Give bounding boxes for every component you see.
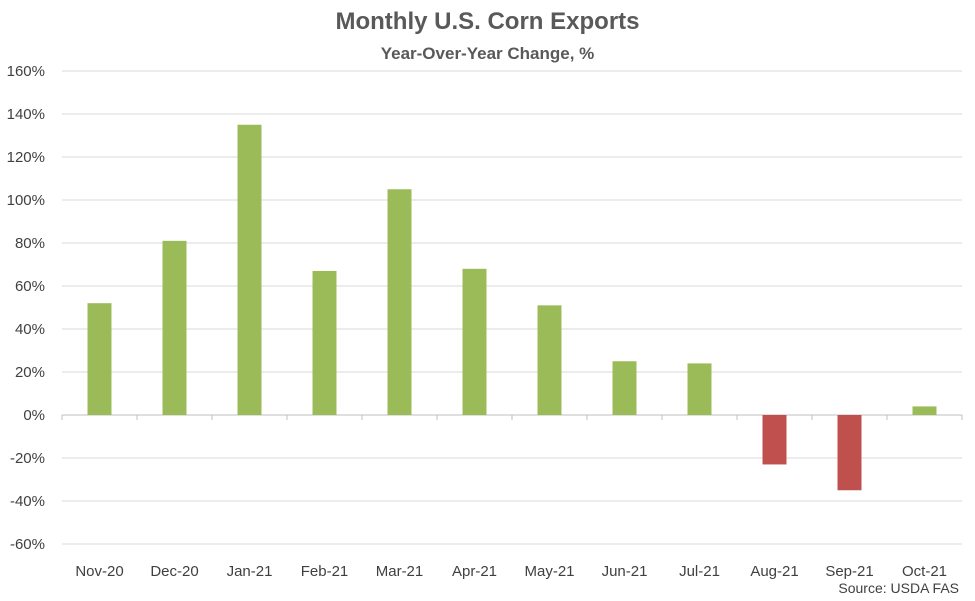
y-tick-label: 60% xyxy=(15,278,45,295)
x-tick-label: Jul-21 xyxy=(679,563,720,580)
y-tick-label: 160% xyxy=(7,63,45,80)
x-tick-label: Sep-21 xyxy=(825,563,873,580)
x-tick-label: Feb-21 xyxy=(301,563,349,580)
y-tick-label: 120% xyxy=(7,149,45,166)
x-tick-label: May-21 xyxy=(524,563,574,580)
bar xyxy=(87,303,112,415)
x-tick-label: Apr-21 xyxy=(452,563,497,580)
y-tick-label: 0% xyxy=(23,407,45,424)
y-tick-label: 40% xyxy=(15,321,45,338)
y-tick-label: -20% xyxy=(10,450,45,467)
bar xyxy=(687,363,712,415)
bar xyxy=(612,361,637,415)
chart-subtitle: Year-Over-Year Change, % xyxy=(380,44,595,63)
y-tick-label: -40% xyxy=(10,493,45,510)
chart-title: Monthly U.S. Corn Exports xyxy=(335,8,640,35)
source-note: Source: USDA FAS xyxy=(838,580,959,596)
y-tick-label: 140% xyxy=(7,106,45,123)
bar xyxy=(837,415,862,491)
bar xyxy=(162,240,187,415)
y-tick-label: 20% xyxy=(15,364,45,381)
bar xyxy=(912,406,937,415)
bar xyxy=(312,270,337,415)
bar xyxy=(762,415,787,465)
bar xyxy=(537,305,562,415)
x-tick-label: Aug-21 xyxy=(750,563,798,580)
x-tick-label: Oct-21 xyxy=(902,563,947,580)
y-tick-label: -60% xyxy=(10,536,45,553)
bar xyxy=(462,268,487,415)
bar xyxy=(237,124,262,415)
y-tick-label: 100% xyxy=(7,192,45,209)
y-tick-label: 80% xyxy=(15,235,45,252)
bar xyxy=(387,189,412,415)
x-tick-label: Jun-21 xyxy=(602,563,648,580)
x-tick-label: Dec-20 xyxy=(150,563,198,580)
x-tick-label: Jan-21 xyxy=(227,563,273,580)
x-tick-label: Nov-20 xyxy=(75,563,123,580)
x-tick-label: Mar-21 xyxy=(376,563,424,580)
